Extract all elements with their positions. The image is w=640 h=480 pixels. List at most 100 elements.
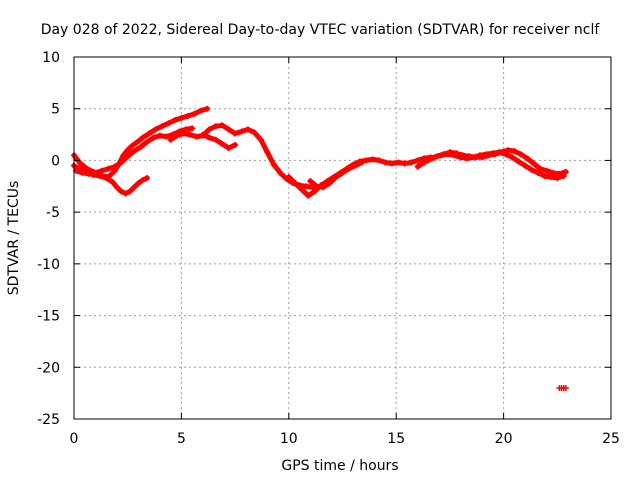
x-tick-label: 5 — [177, 431, 186, 447]
data-point — [139, 134, 146, 141]
data-point — [113, 184, 120, 191]
data-point — [414, 163, 421, 170]
data-point — [320, 184, 327, 191]
data-point — [197, 107, 204, 114]
data-point — [109, 179, 116, 186]
data-point — [178, 115, 185, 122]
data-point — [139, 177, 146, 184]
plot-frame — [73, 56, 612, 420]
data-point — [156, 132, 163, 139]
data-point — [382, 159, 389, 166]
data-point — [244, 126, 251, 133]
series-trace — [200, 132, 238, 151]
data-point — [238, 128, 245, 135]
data-point — [376, 157, 383, 164]
data-point — [431, 154, 438, 161]
tick-layer: 0 5 10 15 20 25 10 5 0 -5 -10 -15 -20 -25 — [37, 50, 620, 447]
data-point — [438, 152, 445, 159]
data-point — [165, 120, 172, 127]
data-point — [562, 384, 569, 391]
data-point — [133, 139, 140, 146]
data-point — [189, 125, 196, 132]
data-point — [86, 170, 93, 177]
data-point — [277, 169, 284, 176]
data-point — [193, 133, 200, 140]
data-point — [251, 129, 258, 136]
series-outlier — [556, 384, 569, 391]
data-point — [444, 151, 451, 158]
data-point — [496, 149, 503, 156]
data-point — [206, 134, 213, 141]
y-tick-label: -20 — [37, 360, 60, 376]
data-point — [118, 188, 125, 195]
series-satellite-track-g — [307, 159, 365, 191]
series-satellite-track-c — [73, 125, 196, 177]
y-tick-label: 5 — [51, 102, 60, 118]
data-point — [92, 169, 99, 176]
data-point — [345, 165, 352, 172]
data-point — [219, 140, 226, 147]
chart-title: Day 028 of 2022, Sidereal Day-to-day VTE… — [41, 22, 601, 38]
data-point — [144, 175, 151, 182]
data-point — [146, 130, 153, 137]
data-point — [167, 136, 174, 143]
data-point — [174, 132, 181, 139]
y-tick-label: -15 — [37, 309, 60, 325]
data-point — [232, 130, 239, 137]
x-tick-label: 20 — [495, 431, 513, 447]
data-point — [285, 173, 292, 180]
data-point — [124, 147, 131, 154]
data-point — [326, 180, 333, 187]
data-point — [163, 133, 170, 140]
data-point — [131, 184, 138, 191]
data-point — [483, 151, 490, 158]
data-point — [305, 192, 312, 199]
data-layer — [71, 105, 569, 391]
data-point — [77, 160, 84, 167]
data-point — [270, 161, 277, 168]
data-point — [186, 131, 193, 138]
data-point — [152, 126, 159, 133]
data-point — [79, 169, 86, 176]
data-point — [408, 159, 415, 166]
data-point — [388, 160, 395, 167]
x-tick-label: 15 — [387, 431, 405, 447]
data-point — [425, 157, 432, 164]
y-tick-label: -10 — [37, 257, 60, 273]
data-point — [292, 180, 299, 187]
data-point — [103, 175, 110, 182]
data-point — [489, 150, 496, 157]
data-point — [530, 160, 537, 167]
series-satellite-track-e — [199, 131, 239, 152]
data-point — [307, 178, 314, 185]
data-point — [560, 172, 567, 179]
data-point — [537, 165, 544, 172]
data-point — [522, 162, 529, 169]
data-point — [401, 160, 408, 167]
data-point — [369, 156, 376, 163]
data-point — [339, 169, 346, 176]
data-point — [554, 175, 561, 182]
data-point — [118, 159, 125, 166]
data-point — [541, 172, 548, 179]
data-point — [159, 123, 166, 130]
grid-layer — [74, 57, 611, 419]
data-point — [191, 110, 198, 117]
y-tick-label: 10 — [42, 50, 60, 66]
x-tick-label: 25 — [602, 431, 620, 447]
data-point — [171, 117, 178, 124]
data-point — [225, 126, 232, 133]
data-point — [470, 154, 477, 161]
data-point — [502, 151, 509, 158]
data-point — [199, 131, 206, 138]
data-point — [395, 159, 402, 166]
data-point — [358, 159, 365, 166]
series-trace — [425, 149, 567, 181]
data-point — [524, 155, 531, 162]
y-axis-label: SDTVAR / TECUs — [6, 181, 22, 296]
x-tick-label: 0 — [70, 431, 79, 447]
series-satellite-track-a — [71, 105, 211, 180]
data-point — [124, 153, 131, 160]
data-point — [464, 155, 471, 162]
data-point — [204, 105, 211, 112]
